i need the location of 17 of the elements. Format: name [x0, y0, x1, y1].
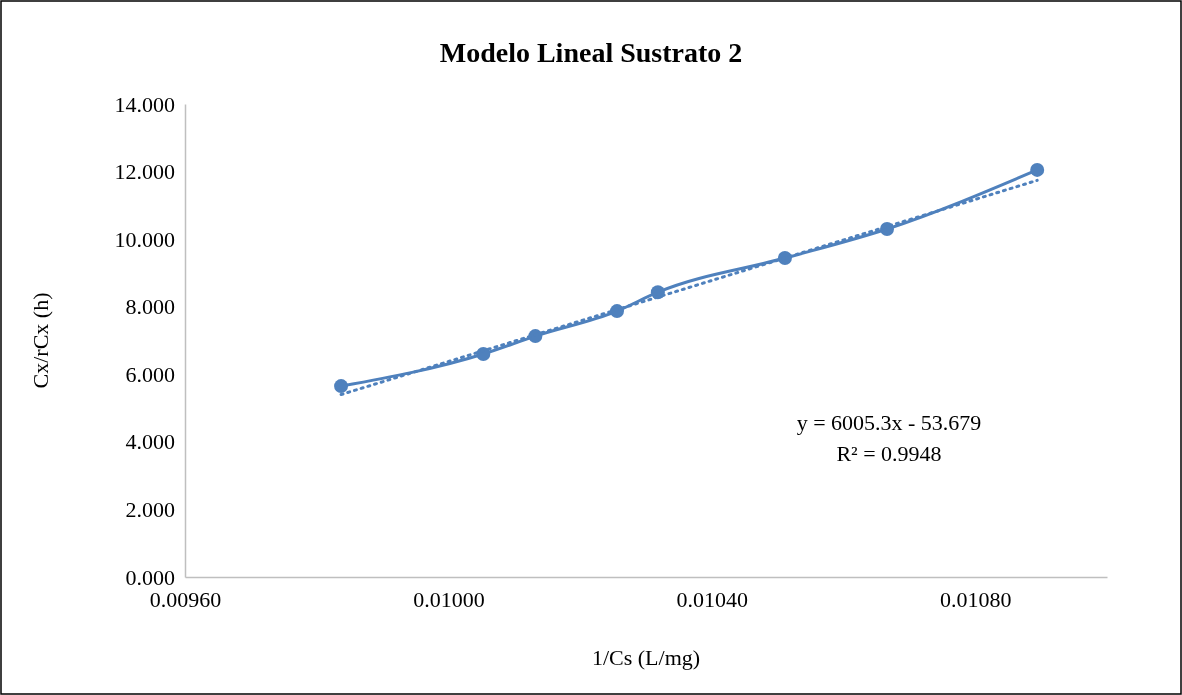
chart-title: Modelo Lineal Sustrato 2	[439, 37, 743, 68]
x-tick-label: 0.01000	[413, 586, 485, 612]
x-axis-title: 1/Cs (L/mg)	[591, 645, 701, 670]
x-tick-label: 0.01080	[940, 586, 1012, 612]
y-tick-label: 12.000	[114, 159, 175, 185]
y-tick-label: 14.000	[114, 91, 175, 117]
y-tick-label: 4.000	[125, 429, 175, 455]
x-tick-label: 0.01040	[676, 586, 749, 612]
point	[334, 379, 349, 394]
annotation: R² = 0.9948	[836, 441, 942, 466]
y-tick-label: 8.000	[125, 294, 175, 320]
y-tick-label: 6.000	[125, 361, 175, 387]
y-tick-label: 2.000	[125, 496, 175, 522]
annotation: y = 6005.3x - 53.679	[796, 410, 982, 435]
y-tick-label: 10.000	[114, 226, 175, 252]
y-axis-title: Cx/rCx (h)	[28, 292, 53, 389]
point	[1030, 162, 1045, 177]
